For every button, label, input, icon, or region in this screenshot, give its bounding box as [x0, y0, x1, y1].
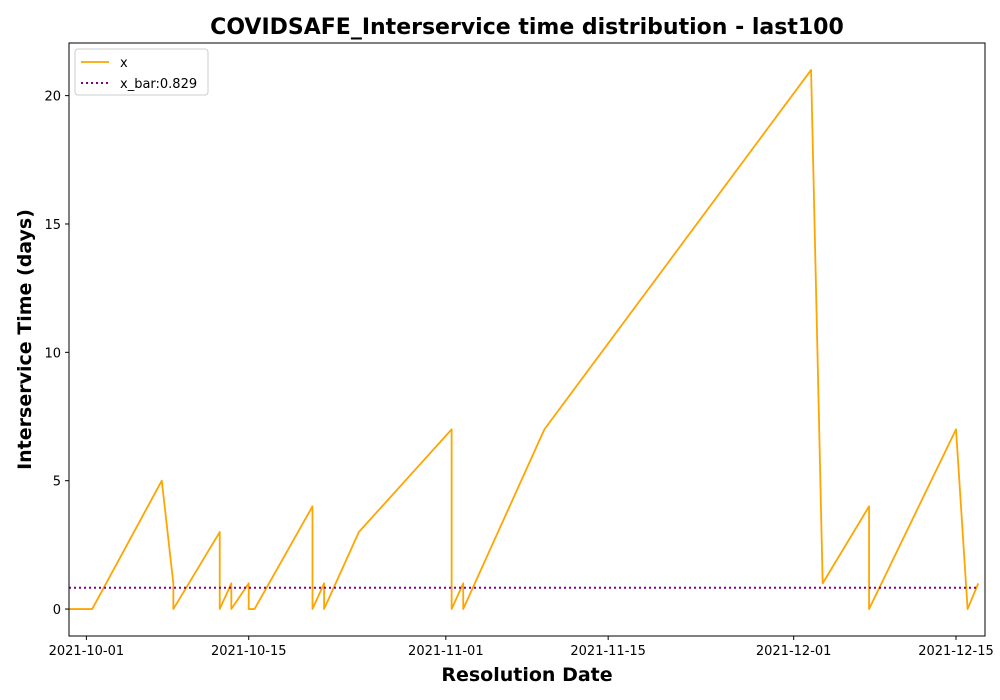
y-axis-ticks: 0 5 10 15 20	[44, 90, 69, 618]
legend: x x_bar:0.829	[74, 48, 209, 96]
x-tick-label: 2021-12-15	[918, 644, 994, 659]
y-axis-label: Interservice Time (days)	[14, 209, 36, 470]
plot-area	[69, 43, 985, 636]
y-tick-label: 0	[53, 603, 61, 618]
plot-frame	[68, 42, 986, 637]
x-tick-label: 2021-10-15	[211, 644, 287, 659]
y-tick-label: 20	[44, 90, 61, 105]
x-tick-label: 2021-10-01	[49, 644, 125, 659]
x-axis-label: Resolution Date	[441, 664, 612, 686]
series-line-x	[69, 69, 980, 610]
y-tick-label: 5	[53, 475, 61, 490]
x-axis-ticks: 2021-10-01 2021-10-15 2021-11-01 2021-11-15…	[49, 636, 994, 659]
y-tick-label: 15	[44, 218, 61, 233]
y-tick-label: 10	[44, 346, 61, 361]
series-layer	[69, 69, 980, 610]
x-tick-label: 2021-11-01	[408, 644, 484, 659]
legend-label: x	[120, 56, 128, 71]
x-tick-label: 2021-12-01	[756, 644, 832, 659]
legend-label: x_bar:0.829	[120, 77, 197, 92]
x-tick-label: 2021-11-15	[570, 644, 646, 659]
chart-title: COVIDSAFE_Interservice time distribution…	[210, 15, 844, 40]
legend-box	[74, 48, 209, 96]
